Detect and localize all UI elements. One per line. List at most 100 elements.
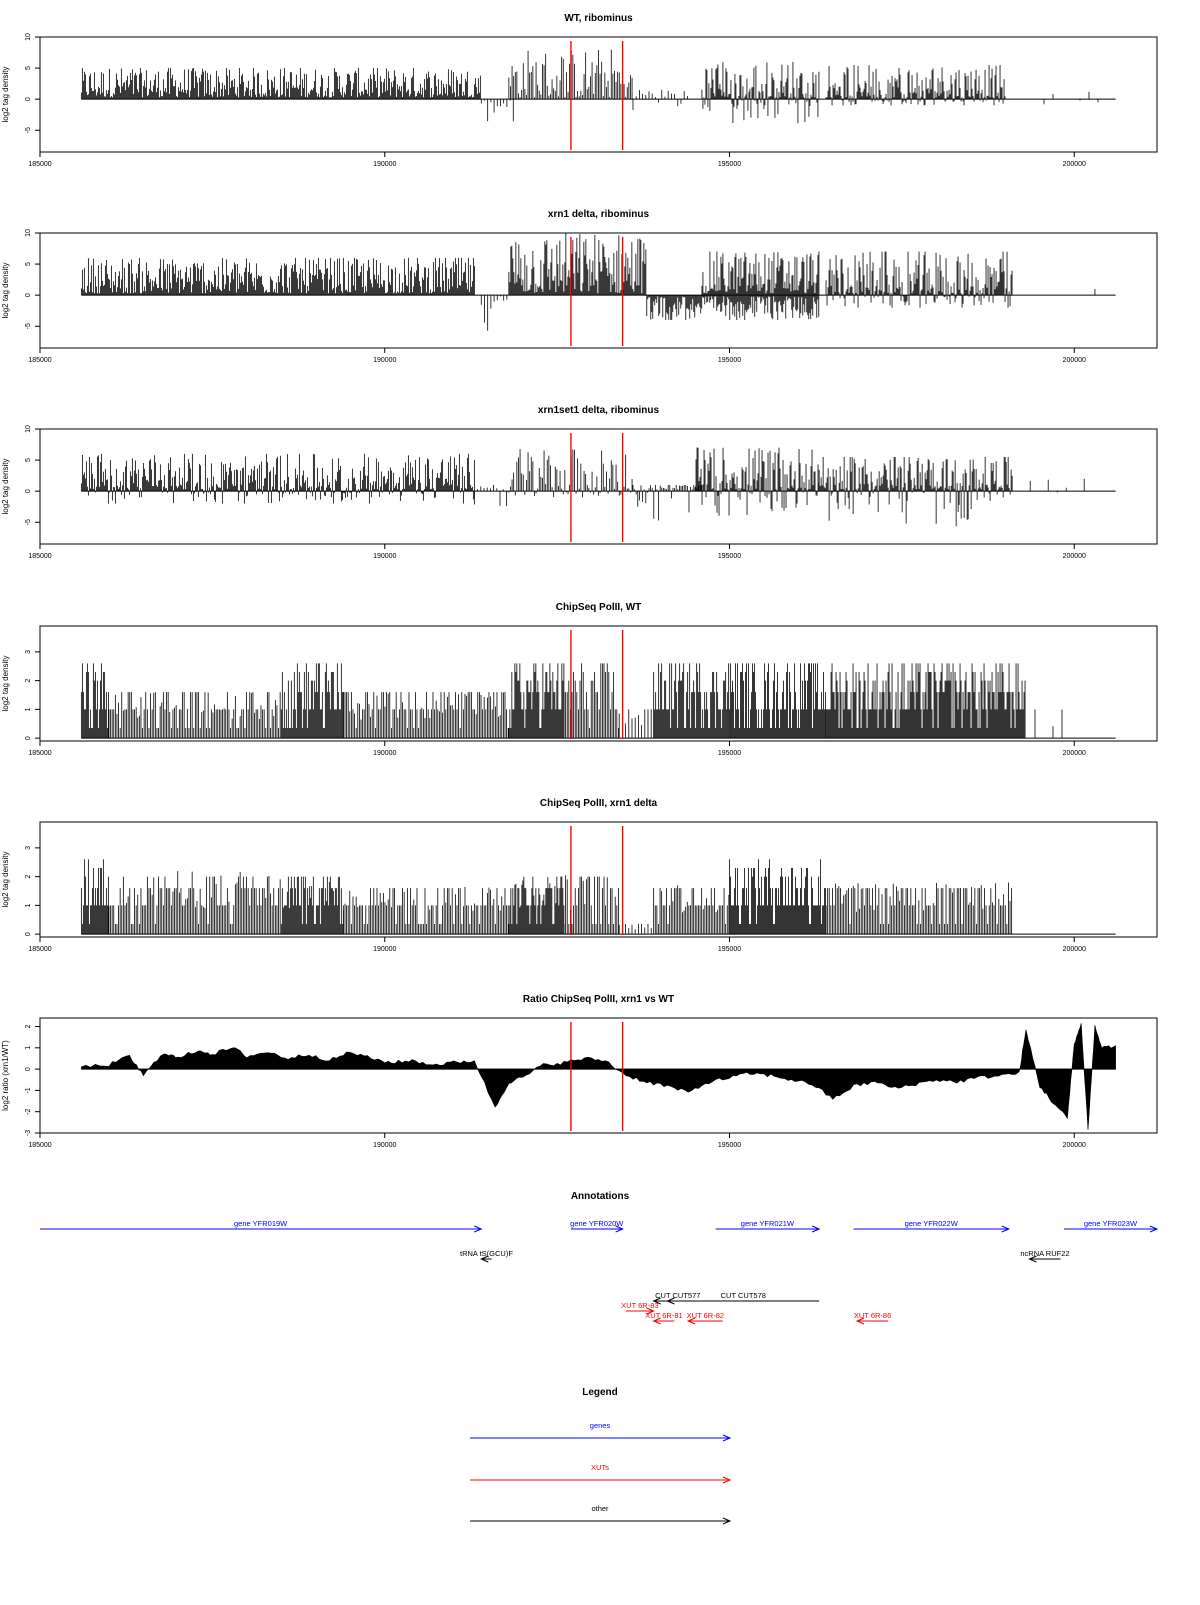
y-tick-label: 1: [25, 1046, 32, 1050]
y-tick-label: 1: [25, 903, 32, 907]
plot-frame: [39, 36, 1158, 153]
plot-frame: [39, 232, 1158, 349]
plot-frame: [39, 821, 1158, 938]
chart-panel-5: ChipSeq PolII, xrn1 delta log2 tag densit…: [1, 798, 1158, 953]
y-tick-label: 10: [25, 229, 32, 237]
y-tick-label: 3: [25, 846, 32, 850]
y-axis-label: log2 tag density: [1, 655, 10, 711]
feature-label: XUT 6R-82: [687, 1311, 724, 1320]
arrow-head: [1149, 1225, 1159, 1233]
y-tick-label: -2: [25, 1108, 32, 1114]
feature-label: gene YFR021W: [741, 1219, 795, 1228]
y-tick-label: 0: [25, 489, 32, 493]
feature-label: CUT CUT577: [655, 1291, 700, 1300]
y-axis-label: log2 tag density: [1, 458, 10, 514]
x-tick-label: 185000: [28, 750, 51, 757]
arrow-head: [474, 1225, 483, 1233]
y-axis-label: log2 ratio (xrn1/WT): [1, 1040, 10, 1111]
y-axis-label: log2 tag density: [1, 851, 10, 907]
y-tick-label: 0: [25, 1067, 32, 1071]
arrow-head: [722, 1434, 732, 1442]
feature-arrow: [40, 1225, 483, 1233]
x-tick-label: 190000: [373, 553, 396, 560]
y-axis-label: log2 tag density: [1, 262, 10, 318]
feature-label: XUT 6R-86: [854, 1311, 891, 1320]
feature-label: gene YFR020W: [570, 1219, 624, 1228]
x-tick-label: 185000: [28, 553, 51, 560]
feature-arrow: [715, 1225, 821, 1233]
x-tick-label: 200000: [1063, 161, 1086, 168]
legend-arrow: [470, 1517, 732, 1525]
y-tick-label: 10: [25, 425, 32, 433]
x-tick-label: 190000: [373, 161, 396, 168]
chart-title: ChipSeq PolII, xrn1 delta: [540, 798, 658, 809]
x-tick-label: 185000: [28, 357, 51, 364]
feature-arrow: [626, 1307, 655, 1315]
x-tick-label: 190000: [373, 1142, 396, 1149]
feature-label: tRNA tS(GCU)F: [460, 1249, 513, 1258]
feature-arrow: [853, 1225, 1011, 1233]
y-tick-label: 2: [25, 679, 32, 683]
arrow-head: [722, 1517, 732, 1525]
y-tick-label: 3: [25, 650, 32, 654]
x-tick-label: 195000: [718, 750, 741, 757]
arrow-head: [652, 1317, 661, 1325]
x-tick-label: 185000: [28, 161, 51, 168]
arrow-head: [686, 1317, 696, 1325]
plot-frame: [39, 625, 1158, 742]
y-tick-label: 10: [25, 33, 32, 41]
bar-marks: [80, 233, 1096, 331]
feature-arrow: [855, 1317, 889, 1325]
chart-panel-1: WT, ribominus log2 tag density 185000 19000…: [1, 13, 1158, 168]
arrow-head: [480, 1255, 489, 1263]
chart-panel-2: xrn1 delta, ribominus log2 tag density 185…: [1, 209, 1158, 364]
feature-label: gene YFR023W: [1084, 1219, 1138, 1228]
annotations-title: Annotations: [571, 1191, 630, 1202]
legend-label: genes: [590, 1421, 611, 1430]
x-tick-label: 200000: [1063, 553, 1086, 560]
feature-arrow: [480, 1255, 492, 1263]
y-tick-label: -1: [25, 1087, 32, 1093]
y-tick-label: 0: [25, 736, 32, 740]
arrow-head: [666, 1297, 675, 1305]
y-tick-label: 2: [25, 1024, 32, 1028]
plot-frame: [39, 428, 1158, 545]
feature-label: gene YFR019W: [234, 1219, 288, 1228]
x-tick-label: 200000: [1063, 750, 1086, 757]
chart-panel-4: ChipSeq PolII, WT log2 tag density 185000 1…: [1, 602, 1158, 757]
arrow-head: [855, 1317, 865, 1325]
legend-arrow: [470, 1434, 732, 1442]
legend-arrow: [470, 1476, 732, 1484]
y-tick-label: -5: [25, 519, 32, 525]
feature-arrow: [652, 1317, 675, 1325]
feature-arrow: [686, 1317, 723, 1325]
plot-frame: [39, 1017, 1158, 1134]
x-tick-label: 195000: [718, 1142, 741, 1149]
feature-label: XUT 6R-81: [645, 1311, 682, 1320]
bar-marks: [80, 663, 1063, 739]
bar-marks: [80, 49, 1099, 124]
chart-panel-3: xrn1set1 delta, ribominus log2 tag densit…: [1, 405, 1158, 560]
y-tick-label: -5: [25, 323, 32, 329]
y-tick-label: -3: [25, 1130, 32, 1136]
x-tick-label: 200000: [1063, 357, 1086, 364]
x-tick-label: 195000: [718, 161, 741, 168]
legend-title: Legend: [582, 1387, 618, 1398]
y-tick-label: -5: [25, 127, 32, 133]
feature-arrow: [1028, 1255, 1061, 1263]
x-tick-label: 200000: [1063, 946, 1086, 953]
feature-arrow: [666, 1297, 820, 1305]
arrow-head: [646, 1307, 655, 1315]
arrow-head: [1001, 1225, 1011, 1233]
y-tick-label: 5: [25, 262, 32, 266]
feature-label: ncRNA RUF22: [1020, 1249, 1069, 1258]
x-tick-label: 190000: [373, 750, 396, 757]
legend-label: other: [591, 1504, 609, 1513]
y-axis-label: log2 tag density: [1, 66, 10, 122]
y-tick-label: 5: [25, 458, 32, 462]
chart-title: xrn1 delta, ribominus: [548, 209, 650, 220]
feature-arrow: [570, 1225, 624, 1233]
y-tick-label: 1: [25, 707, 32, 711]
arrow-head: [722, 1476, 732, 1484]
